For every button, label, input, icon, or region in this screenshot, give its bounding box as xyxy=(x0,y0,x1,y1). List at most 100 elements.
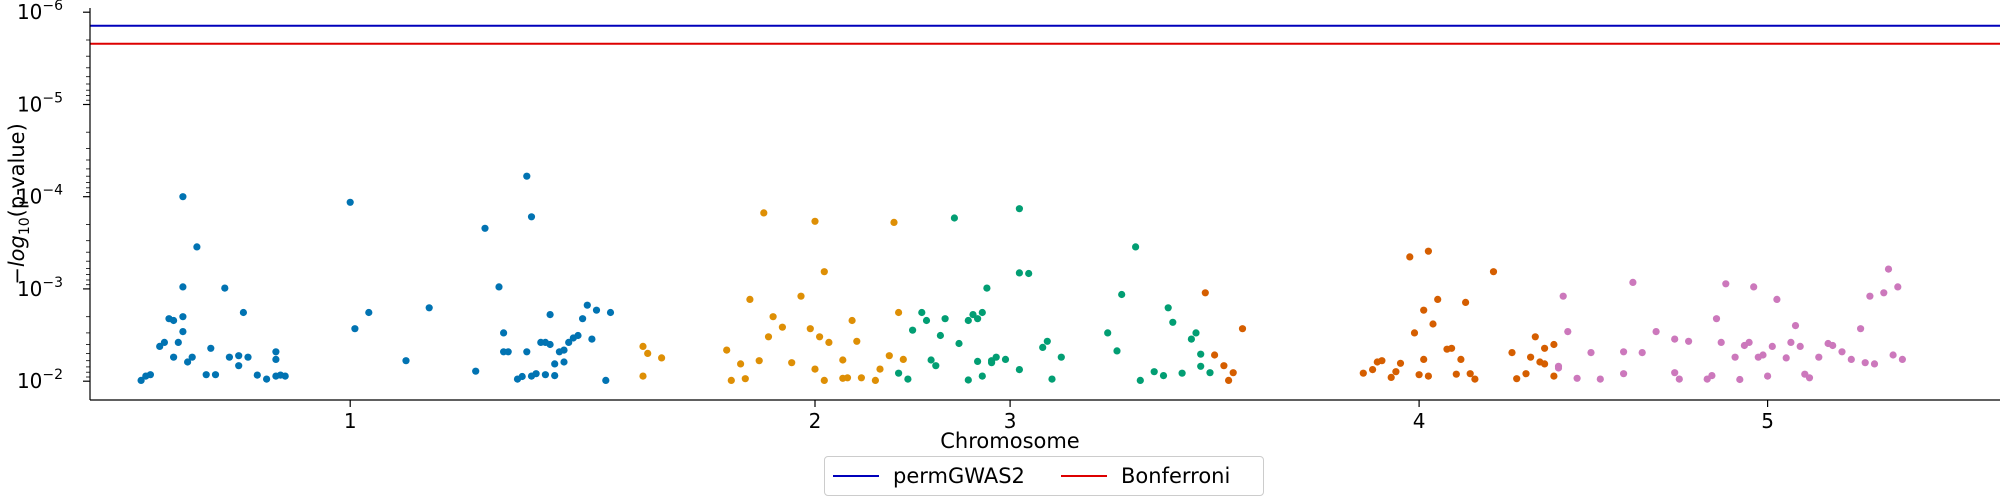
data-point xyxy=(402,357,410,365)
data-point xyxy=(546,340,554,349)
x-ticks: 1 2 3 4 5 xyxy=(344,400,1774,433)
data-point xyxy=(1466,370,1474,378)
data-point xyxy=(188,353,196,361)
data-point xyxy=(1187,335,1195,343)
data-point xyxy=(1559,292,1567,300)
data-point xyxy=(146,371,154,379)
data-point xyxy=(1489,268,1498,276)
data-point xyxy=(1620,370,1628,378)
data-point xyxy=(235,352,243,360)
data-point xyxy=(281,372,289,380)
data-point xyxy=(1169,318,1177,326)
data-point xyxy=(644,349,652,357)
data-point xyxy=(1369,366,1377,374)
data-point xyxy=(1866,292,1874,300)
data-point xyxy=(1522,370,1530,378)
data-point xyxy=(1838,348,1846,356)
data-point xyxy=(1745,338,1753,346)
data-point xyxy=(1118,290,1126,299)
data-point xyxy=(1675,375,1683,383)
data-point xyxy=(1452,370,1460,378)
data-point xyxy=(156,342,164,350)
data-point xyxy=(1796,342,1804,350)
data-point xyxy=(1550,340,1558,349)
data-point xyxy=(1424,247,1432,255)
data-point xyxy=(1104,329,1112,337)
data-point xyxy=(964,376,972,384)
legend: permGWAS2 Bonferroni xyxy=(824,456,1264,496)
data-point xyxy=(1717,338,1725,346)
data-point xyxy=(527,213,536,221)
data-point xyxy=(546,311,554,319)
data-point xyxy=(160,338,168,346)
data-point xyxy=(579,315,587,323)
data-point xyxy=(560,358,568,366)
data-point xyxy=(1513,375,1521,383)
data-point xyxy=(211,371,220,379)
data-point xyxy=(1406,253,1414,261)
data-point xyxy=(1392,368,1400,376)
data-point xyxy=(1708,372,1716,380)
data-point xyxy=(741,375,749,383)
data-point xyxy=(816,333,824,341)
data-point xyxy=(974,315,982,323)
data-point xyxy=(1773,295,1781,303)
data-point xyxy=(1434,295,1442,303)
data-point xyxy=(1057,353,1065,361)
data-point xyxy=(1457,355,1465,363)
data-point xyxy=(871,376,880,384)
data-point xyxy=(658,354,666,362)
data-point xyxy=(639,372,647,380)
data-point xyxy=(1531,333,1539,341)
data-point xyxy=(1759,351,1767,359)
data-point xyxy=(969,311,977,319)
data-point xyxy=(202,371,210,379)
data-point xyxy=(755,357,763,365)
data-point xyxy=(1884,265,1893,273)
data-point xyxy=(1410,329,1419,337)
x-tick-label: 3 xyxy=(1004,409,1017,433)
data-point xyxy=(764,333,773,341)
data-point xyxy=(1015,205,1024,213)
data-point xyxy=(1359,369,1367,377)
data-point xyxy=(1805,374,1814,382)
data-point xyxy=(174,338,182,346)
data-point xyxy=(170,316,178,325)
data-point xyxy=(1039,343,1047,351)
data-point xyxy=(495,283,503,291)
data-point xyxy=(1857,325,1865,333)
data-point xyxy=(588,335,596,343)
data-point xyxy=(978,308,986,317)
data-point xyxy=(346,198,354,206)
data-point xyxy=(1764,372,1772,380)
data-point xyxy=(500,329,508,337)
data-point xyxy=(592,306,601,314)
y-tick-label: 10−4 xyxy=(17,183,63,209)
legend-line-swatch xyxy=(1061,475,1107,477)
data-point xyxy=(1541,344,1549,352)
data-point xyxy=(983,284,991,292)
data-point xyxy=(1712,315,1721,323)
y-tick-label: 10−2 xyxy=(17,367,63,393)
y-tick-label: 10−3 xyxy=(17,275,63,301)
data-point xyxy=(811,365,819,373)
data-point xyxy=(876,365,884,373)
data-point xyxy=(1229,369,1237,377)
data-point xyxy=(639,342,647,350)
data-point xyxy=(932,362,940,370)
data-point xyxy=(1880,289,1888,297)
data-point xyxy=(1508,349,1516,357)
data-point xyxy=(179,283,187,291)
data-point xyxy=(1420,306,1428,314)
data-point xyxy=(1178,369,1186,377)
data-point xyxy=(1750,283,1758,291)
data-point xyxy=(1206,369,1214,377)
data-point xyxy=(737,360,745,368)
data-point xyxy=(472,367,480,375)
data-point xyxy=(1596,375,1604,383)
data-point xyxy=(950,214,959,222)
data-point xyxy=(137,376,145,384)
data-point xyxy=(964,316,972,325)
data-point xyxy=(207,344,215,352)
data-point xyxy=(184,358,192,366)
